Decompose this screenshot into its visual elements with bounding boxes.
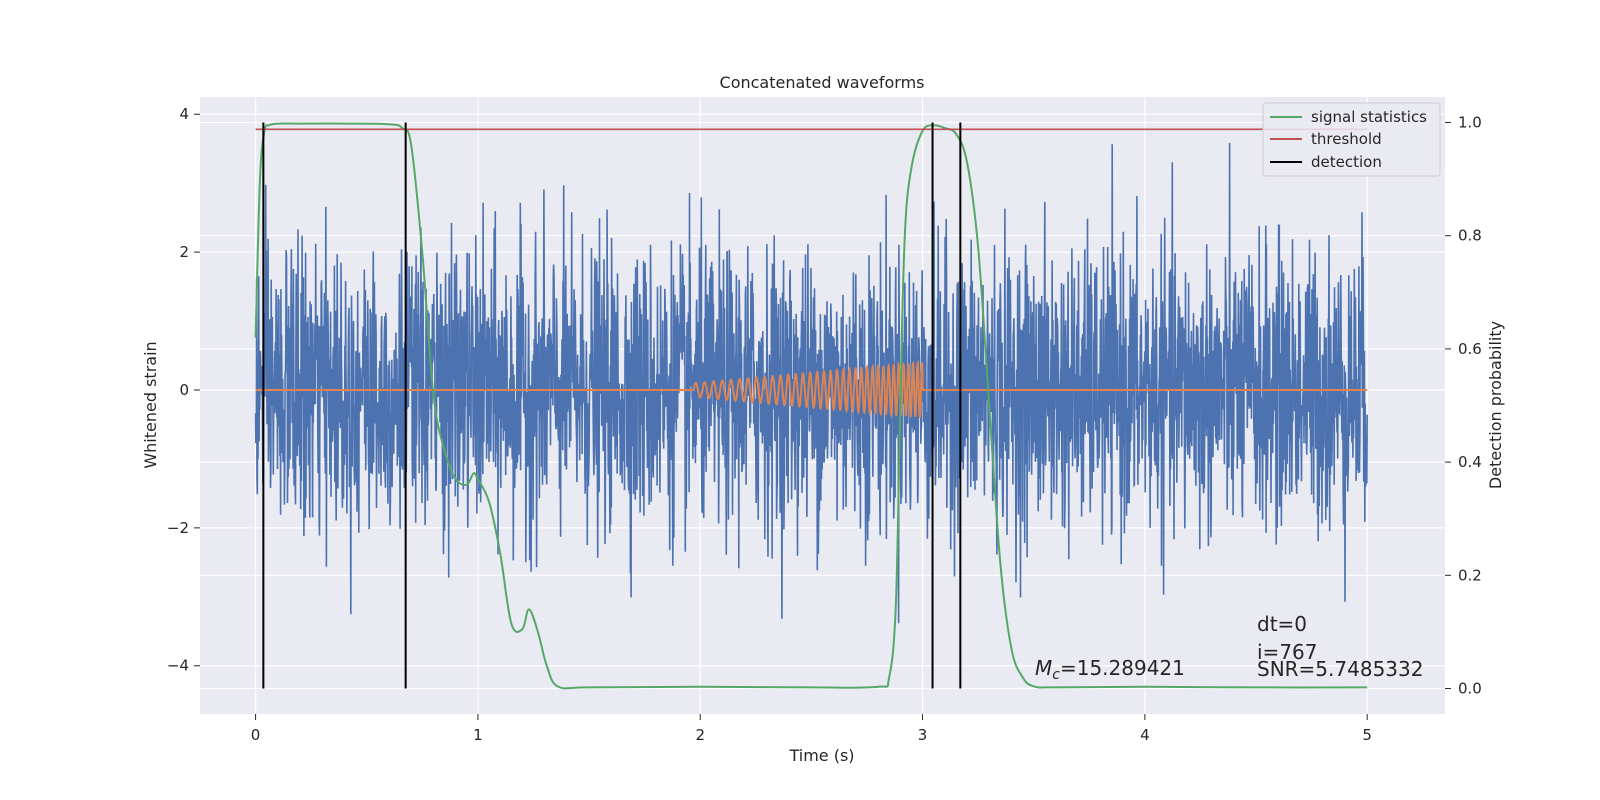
- chart-title: Concatenated waveforms: [720, 73, 925, 92]
- x-tick-label: 2: [695, 726, 705, 744]
- x-tick-label: 4: [1140, 726, 1150, 744]
- x-axis: 0 1 2 3 4 5: [251, 714, 1372, 744]
- snr-annotation: SNR=5.7485332: [1257, 657, 1423, 681]
- chirp-mass-value: =15.289421: [1060, 656, 1185, 680]
- y-axis-left: −4 −2 0 2 4: [167, 105, 200, 675]
- legend-label-threshold: threshold: [1311, 130, 1382, 148]
- strain-layer: [254, 142, 1368, 624]
- y-tick-label: 4: [179, 105, 189, 123]
- x-tick-label: 3: [918, 726, 928, 744]
- x-tick-label: 1: [473, 726, 483, 744]
- chirp-mass-symbol: M: [1035, 656, 1052, 680]
- y2-axis-title: Detection probability: [1486, 321, 1505, 489]
- y-tick-label: −4: [167, 657, 189, 675]
- x-tick-label: 0: [251, 726, 261, 744]
- y2-tick-label: 0.4: [1458, 453, 1482, 471]
- annotations: Mc=15.289421 dt=0 i=767 SNR=5.7485332: [1035, 612, 1423, 683]
- x-tick-label: 5: [1362, 726, 1372, 744]
- y-tick-label: −2: [167, 519, 189, 537]
- legend-label-detection: detection: [1311, 153, 1382, 171]
- legend-label-signal-statistics: signal statistics: [1311, 108, 1427, 126]
- chirp-mass-annotation: Mc=15.289421: [1035, 656, 1185, 683]
- dt-annotation: dt=0: [1257, 612, 1307, 636]
- y2-tick-label: 0.8: [1458, 227, 1482, 245]
- strain-series: [254, 142, 1368, 624]
- y-axis-title: Whitened strain: [141, 341, 160, 468]
- y-tick-label: 2: [179, 243, 189, 261]
- y2-tick-label: 0.2: [1458, 566, 1482, 584]
- overlay-layer: [254, 122, 1368, 690]
- index-annotation: i=767: [1257, 640, 1318, 664]
- legend-box: [1262, 102, 1441, 177]
- detection-series: [262, 122, 962, 689]
- y2-tick-label: 0.6: [1458, 340, 1482, 358]
- y2-tick-label: 1.0: [1458, 113, 1482, 131]
- legend: signal statistics threshold detection: [1262, 102, 1441, 177]
- x-axis-title: Time (s): [788, 746, 854, 765]
- template-series: [255, 359, 1368, 419]
- y-axis-right: 0.0 0.2 0.4 0.6 0.8 1.0: [1445, 113, 1482, 698]
- y-tick-label: 0: [179, 381, 189, 399]
- template-layer: [255, 359, 1368, 419]
- y2-tick-label: 0.0: [1458, 680, 1482, 698]
- chirp-mass-subscript: c: [1052, 667, 1060, 683]
